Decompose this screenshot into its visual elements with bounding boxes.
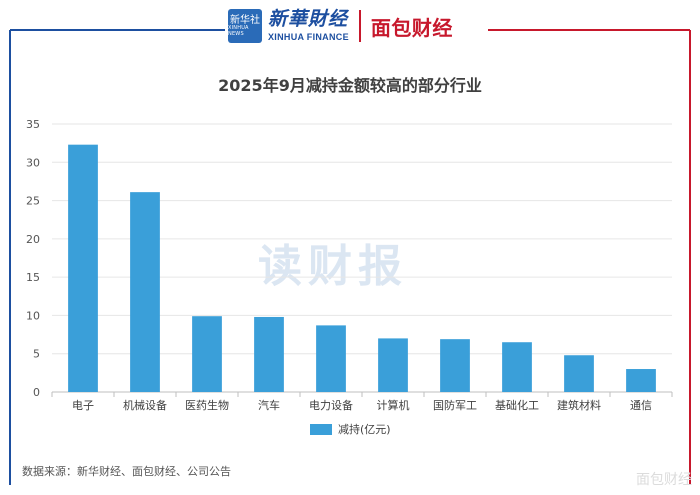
y-tick-label: 20: [26, 233, 40, 246]
bar-10: [626, 369, 656, 392]
legend-label: 减持(亿元): [338, 423, 391, 436]
xinhua-finance-cn: 新華財经: [268, 8, 349, 30]
bar-6: [378, 338, 408, 392]
x-tick-label: 国防军工: [433, 398, 477, 412]
xinhua-badge-subtext: XINHUA NEWS: [228, 25, 249, 37]
legend-swatch: [310, 423, 332, 435]
mianbao-finance-logo: 面包财经: [370, 15, 453, 40]
header-logos: 新华社 XINHUA NEWS 新華財经 XINHUA FINANCE 面包财经: [228, 6, 478, 46]
logo-divider: [358, 10, 361, 42]
xinhua-finance-en: XINHUA FINANCE: [268, 32, 349, 42]
bar-7: [440, 339, 470, 392]
x-tick-label: 计算机: [377, 398, 410, 412]
y-tick-label: 15: [26, 271, 40, 284]
chart-title: 2025年9月减持金额较高的部分行业: [218, 76, 482, 95]
chart-legend: 减持(亿元): [310, 421, 391, 437]
xinhua-badge-logo: 新华社 XINHUA NEWS: [228, 9, 262, 43]
x-tick-label: 电子: [72, 399, 94, 412]
bar-3: [192, 316, 222, 392]
bar-9: [564, 355, 594, 392]
y-tick-label: 0: [33, 386, 40, 399]
x-tick-label: 汽车: [258, 398, 280, 412]
bar-5: [316, 325, 346, 392]
x-tick-label: 建筑材料: [557, 398, 601, 412]
bar-8: [502, 342, 532, 392]
y-tick-label: 25: [26, 195, 40, 208]
xinhua-finance-logo: 新華財经 XINHUA FINANCE: [268, 8, 349, 43]
x-tick-label: 通信: [630, 399, 652, 412]
x-tick-label: 医药生物: [185, 398, 229, 412]
bar-1: [68, 144, 98, 392]
source-note: 数据来源：新华财经、面包财经、公司公告: [22, 465, 231, 478]
y-tick-label: 10: [26, 309, 40, 322]
x-tick-label: 基础化工: [495, 398, 539, 412]
watermark: 读财报: [258, 241, 408, 292]
y-tick-label: 30: [26, 156, 40, 169]
x-tick-label: 电力设备: [309, 398, 353, 412]
y-tick-label: 5: [33, 348, 40, 361]
y-tick-label: 35: [26, 118, 40, 131]
bar-2: [130, 192, 160, 392]
corner-watermark: 面包财经: [636, 472, 692, 488]
xinhua-badge-text: 新华社: [230, 15, 260, 26]
bar-4: [254, 316, 284, 392]
x-tick-label: 机械设备: [123, 398, 167, 412]
